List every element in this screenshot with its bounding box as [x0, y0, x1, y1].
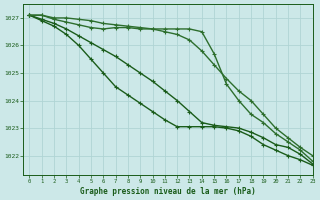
- X-axis label: Graphe pression niveau de la mer (hPa): Graphe pression niveau de la mer (hPa): [80, 187, 256, 196]
